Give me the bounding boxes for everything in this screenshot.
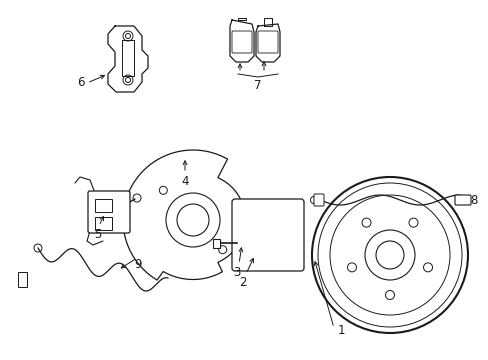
FancyBboxPatch shape	[313, 194, 324, 206]
FancyBboxPatch shape	[88, 191, 130, 233]
Circle shape	[310, 197, 317, 203]
FancyBboxPatch shape	[231, 31, 251, 53]
Text: 6: 6	[77, 77, 85, 90]
Text: 5: 5	[94, 228, 102, 241]
FancyBboxPatch shape	[258, 31, 278, 53]
FancyBboxPatch shape	[94, 216, 111, 230]
Circle shape	[245, 213, 289, 257]
Text: 9: 9	[134, 258, 142, 271]
Text: 4: 4	[181, 175, 188, 188]
Text: 3: 3	[233, 266, 240, 279]
Text: 1: 1	[337, 324, 345, 337]
FancyBboxPatch shape	[94, 198, 111, 211]
Text: 8: 8	[469, 194, 476, 207]
FancyBboxPatch shape	[454, 195, 470, 205]
FancyBboxPatch shape	[18, 271, 26, 287]
FancyBboxPatch shape	[212, 238, 219, 248]
Text: 7: 7	[254, 79, 261, 92]
FancyBboxPatch shape	[231, 199, 304, 271]
Text: 2: 2	[239, 276, 246, 289]
